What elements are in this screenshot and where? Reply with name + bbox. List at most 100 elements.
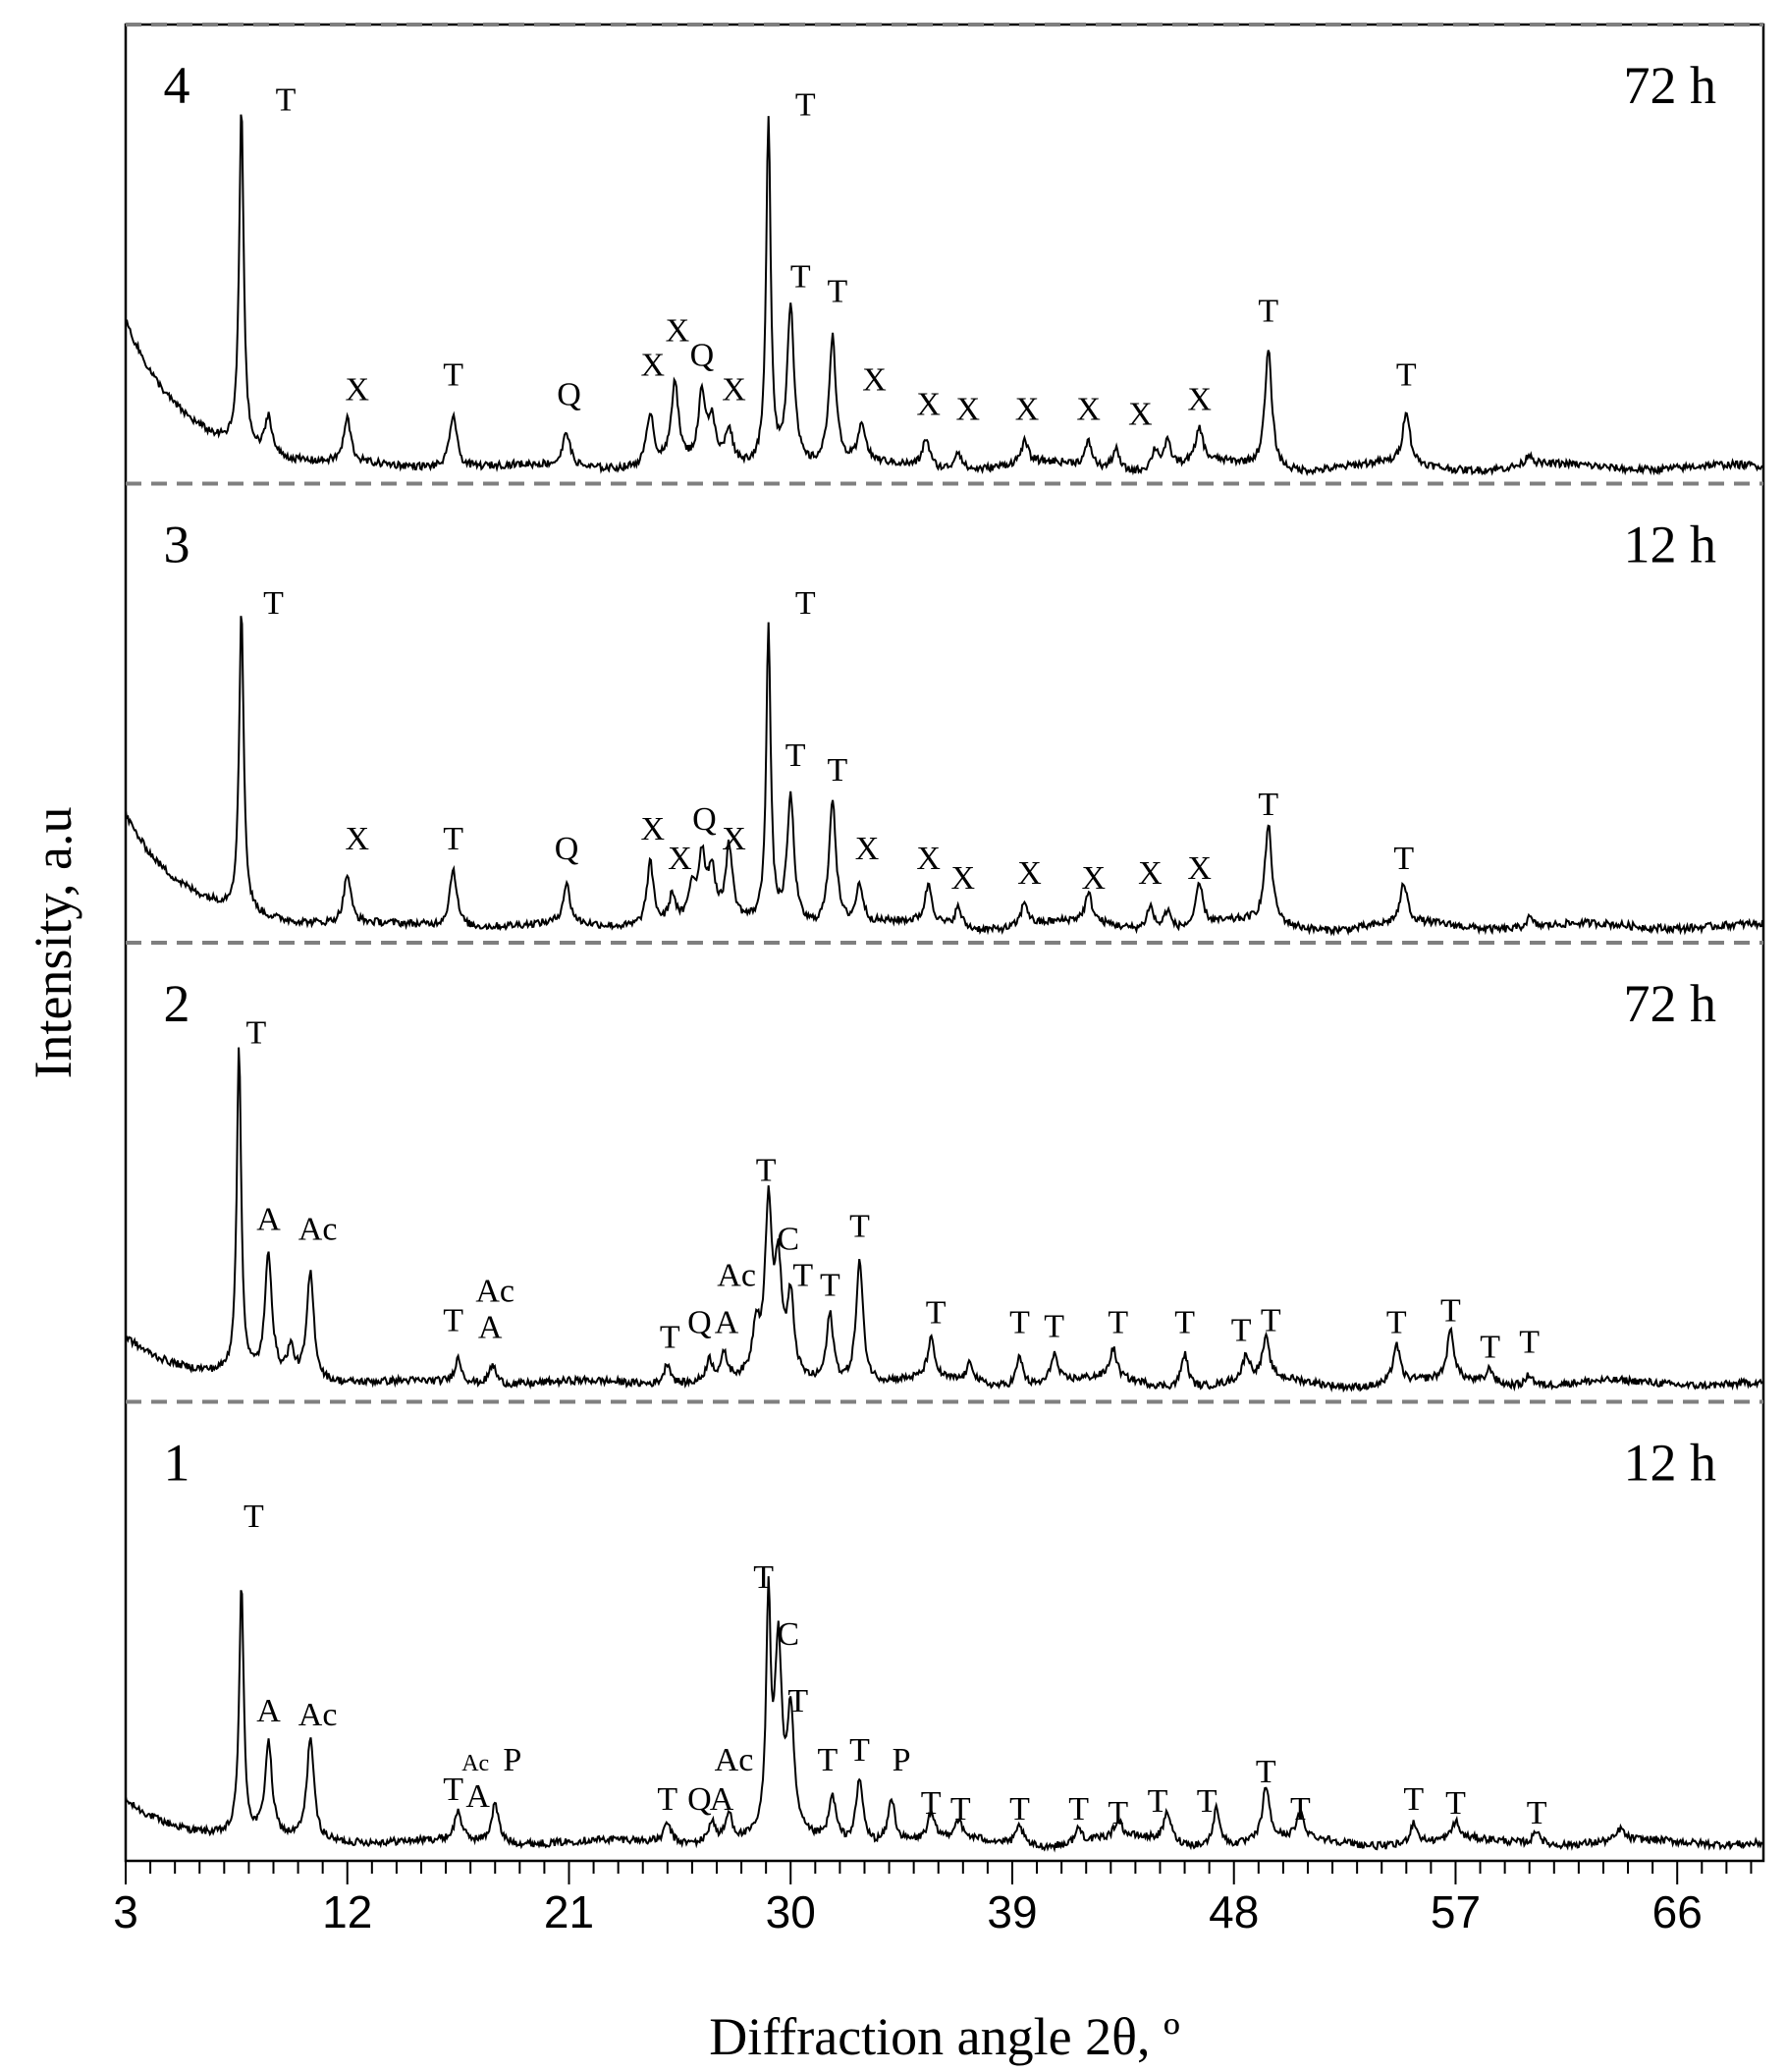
phase-label: T — [1231, 1313, 1252, 1349]
phase-label: Q — [557, 377, 581, 413]
phase-label: X — [916, 387, 941, 423]
phase-label: T — [1258, 294, 1278, 330]
phase-label: X — [916, 841, 941, 877]
phase-label: T — [660, 1320, 680, 1356]
x-axis-tick-labels: 3 12 21 30 39 48 57 66 — [113, 1886, 1703, 1937]
trace-1 — [125, 1576, 1763, 1853]
panel-number: 4 — [164, 56, 190, 115]
phase-label: T — [1256, 1754, 1276, 1790]
phase-label: A — [256, 1202, 281, 1238]
x-tick-label: 48 — [1209, 1886, 1259, 1937]
x-tick-label: 66 — [1652, 1886, 1703, 1937]
phase-label: X — [1187, 850, 1212, 887]
phase-label: T — [443, 357, 463, 394]
phase-label: P — [893, 1742, 911, 1778]
phase-label: T — [787, 1683, 808, 1719]
phase-label: X — [346, 821, 370, 857]
phase-label: X — [1187, 382, 1212, 418]
phase-label: X — [346, 372, 370, 409]
y-axis-label: Intensity, a.u — [24, 807, 82, 1079]
x-tick-label: 3 — [113, 1886, 138, 1937]
phase-label: T — [753, 1559, 774, 1596]
phase-label: X — [1138, 855, 1163, 892]
phase-label: C — [777, 1616, 799, 1653]
phase-label: Q — [687, 1781, 712, 1818]
phase-label: Q — [690, 338, 715, 374]
trace-2 — [125, 1047, 1763, 1393]
phase-label: X — [1015, 392, 1040, 428]
phase-label: T — [950, 1791, 971, 1827]
phase-label: T — [921, 1785, 942, 1822]
phase-label: A — [478, 1310, 503, 1346]
panel-time: 72 h — [1624, 56, 1717, 115]
phase-label: X — [641, 348, 666, 384]
panel-time: 72 h — [1624, 974, 1717, 1033]
phase-label: Ac — [461, 1751, 489, 1776]
phase-label: Ac — [298, 1212, 338, 1248]
phase-label: T — [756, 1153, 777, 1189]
diffraction-traces — [125, 114, 1764, 1853]
x-tick-label: 12 — [322, 1886, 372, 1937]
phase-label: T — [1148, 1783, 1168, 1820]
phase-label: A — [715, 1305, 739, 1341]
phase-label: T — [1396, 357, 1417, 394]
phase-label: T — [1197, 1783, 1218, 1820]
phase-label: T — [926, 1295, 947, 1332]
panel-number: 2 — [164, 974, 190, 1033]
x-tick-label: 30 — [766, 1886, 816, 1937]
phase-label: T — [1290, 1791, 1311, 1827]
phase-label: T — [1445, 1785, 1466, 1822]
phase-label: X — [1017, 855, 1042, 892]
phase-label: X — [668, 841, 692, 877]
phase-label: T — [1044, 1309, 1064, 1345]
phase-label: T — [1386, 1305, 1407, 1341]
phase-label: T — [1174, 1305, 1195, 1341]
phase-label: T — [1440, 1293, 1461, 1330]
x-axis-label: Diffraction angle 2θ, º — [709, 2007, 1179, 2066]
phase-label: A — [465, 1778, 490, 1815]
phase-label: T — [795, 87, 816, 124]
phase-label: T — [792, 1258, 813, 1294]
trace-4 — [125, 114, 1763, 476]
phase-label: X — [1082, 860, 1107, 897]
phase-label: T — [1258, 787, 1278, 823]
phase-label: T — [785, 737, 806, 774]
phase-label: T — [1009, 1791, 1030, 1827]
phase-label: Ac — [717, 1258, 756, 1294]
phase-label: T — [795, 585, 816, 622]
x-tick-label: 57 — [1431, 1886, 1481, 1937]
phase-label: Q — [555, 831, 579, 867]
phase-label: A — [256, 1693, 281, 1729]
phase-label: T — [443, 1772, 463, 1808]
phase-label: X — [722, 372, 746, 409]
phase-label: T — [818, 1742, 839, 1778]
phase-label: X — [855, 831, 880, 867]
phase-label: X — [951, 860, 976, 897]
panel-time: 12 h — [1624, 516, 1717, 574]
phase-label: T — [828, 274, 848, 310]
panel-labels: 1 12 h 2 72 h 3 12 h 4 72 h — [164, 56, 1717, 1493]
phase-label: T — [276, 82, 297, 119]
phase-label: T — [443, 1303, 463, 1339]
phase-label: T — [849, 1732, 870, 1769]
phase-label: T — [828, 752, 848, 789]
phase-label: T — [263, 585, 284, 622]
phase-label: Ac — [715, 1742, 754, 1778]
phase-label: X — [862, 362, 887, 399]
phase-label: T — [1261, 1303, 1281, 1339]
x-tick-label: 21 — [544, 1886, 594, 1937]
phase-label: T — [443, 821, 463, 857]
phase-label: Q — [692, 801, 717, 838]
phase-label: T — [849, 1209, 870, 1245]
phase-label: T — [246, 1015, 267, 1052]
panel-number: 1 — [164, 1434, 190, 1493]
phase-label: Ac — [475, 1274, 514, 1310]
panel-number: 3 — [164, 516, 190, 574]
phase-label: C — [777, 1222, 799, 1258]
phase-label: T — [657, 1781, 677, 1818]
phase-label: X — [1128, 397, 1153, 433]
trace-3 — [125, 616, 1764, 937]
phase-label: T — [790, 259, 811, 296]
